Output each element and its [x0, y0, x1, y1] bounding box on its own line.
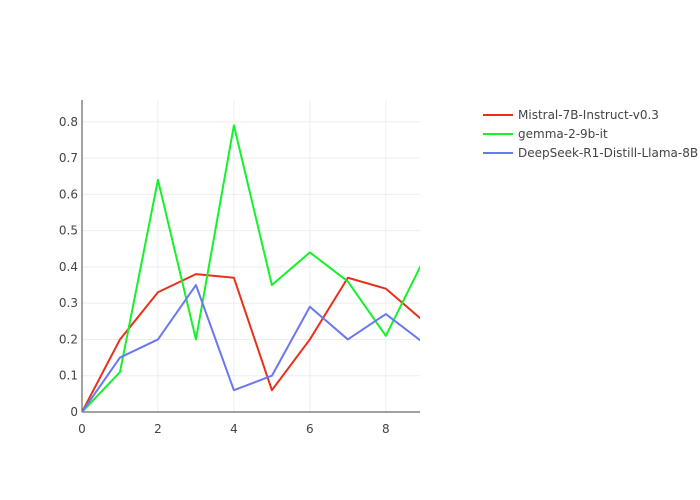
series-line-gemma-2-9b-it [82, 124, 420, 412]
series-lines [82, 124, 420, 412]
legend-item-deepseek-r1-distill-llama-8b: DeepSeek-R1-Distill-Llama-8B [483, 146, 698, 160]
legend-label: DeepSeek-R1-Distill-Llama-8B [518, 146, 698, 160]
y-tick-label: 0.8 [59, 115, 78, 129]
grid [82, 100, 420, 412]
x-tick-label: 0 [78, 422, 86, 436]
y-tick-label: 0.6 [59, 187, 78, 201]
y-tick-label: 0.7 [59, 151, 78, 165]
legend-label: gemma-2-9b-it [518, 127, 608, 141]
x-tick-label: 8 [382, 422, 390, 436]
y-tick-label: 0.5 [59, 224, 78, 238]
series-line-deepseek-r1-distill-llama-8b [82, 284, 420, 412]
legend: Mistral-7B-Instruct-v0.3 gemma-2-9b-it Dee… [483, 108, 698, 160]
axes: 0 0.1 0.2 0.3 0.4 0.5 0.6 0.7 0.8 0 2 4 6 8 [59, 100, 420, 436]
x-tick-label: 6 [306, 422, 314, 436]
y-tick-label: 0 [70, 405, 78, 419]
x-tick-label: 4 [230, 422, 238, 436]
legend-item-gemma-2-9b-it: gemma-2-9b-it [483, 127, 608, 141]
x-tick-label: 2 [154, 422, 162, 436]
y-tick-label: 0.4 [59, 260, 78, 274]
y-tick-label: 0.3 [59, 296, 78, 310]
legend-label: Mistral-7B-Instruct-v0.3 [518, 108, 659, 122]
y-tick-label: 0.1 [59, 369, 78, 383]
y-tick-label: 0.2 [59, 332, 78, 346]
series-line-mistral-7b-instruct-v0-3 [82, 273, 420, 412]
legend-item-mistral-7b-instruct-v0-3: Mistral-7B-Instruct-v0.3 [483, 108, 659, 122]
